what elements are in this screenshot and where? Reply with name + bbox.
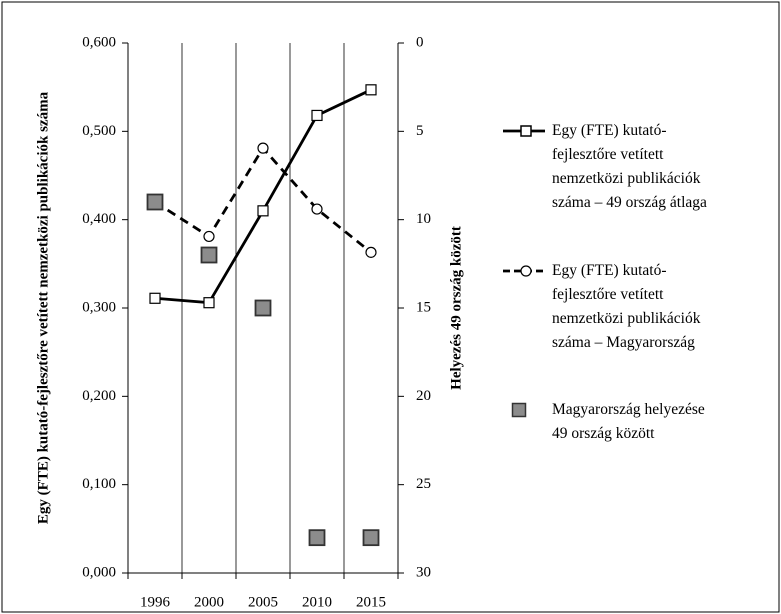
legend-marker: [520, 125, 532, 137]
x-tick-label: 1996: [140, 594, 171, 610]
x-tick-label: 2010: [302, 594, 332, 610]
marker: [146, 193, 164, 211]
marker: [203, 297, 215, 309]
marker: [365, 84, 377, 96]
marker: [149, 292, 161, 304]
y-tick-label: 0,300: [82, 299, 116, 315]
y-tick-label: 0,600: [82, 34, 116, 50]
marker: [254, 299, 272, 317]
marker: [257, 142, 269, 154]
y-tick-label: 0,500: [82, 123, 116, 139]
legend-text: Egy (FTE) kutató-fejlesztőre vetített ne…: [552, 262, 701, 351]
y2-tick-label: 20: [416, 388, 431, 404]
y-tick-label: 0,100: [82, 476, 116, 492]
x-tick-label: 2015: [356, 594, 386, 610]
marker: [311, 203, 323, 215]
marker: [365, 246, 377, 258]
y-tick-label: 0,200: [82, 388, 116, 404]
legend-text: Egy (FTE) kutató-fejlesztőre vetített ne…: [552, 122, 707, 211]
y2-tick-label: 0: [416, 34, 424, 50]
y2-tick-label: 25: [416, 476, 431, 492]
marker: [257, 205, 269, 217]
x-tick-label: 2000: [194, 594, 224, 610]
legend-marker: [511, 402, 527, 418]
y2-tick-label: 30: [416, 564, 431, 580]
marker: [200, 246, 218, 264]
marker: [311, 109, 323, 122]
y-tick-label: 0,400: [82, 211, 116, 227]
y-tick-label: 0,000: [82, 564, 116, 580]
marker: [203, 230, 215, 243]
legend-marker: [520, 265, 532, 277]
y2-tick-label: 15: [416, 299, 431, 315]
y-axis-label: Egy (FTE) kutató-fejlesztőre vetített ne…: [35, 91, 51, 524]
y2-tick-label: 5: [416, 123, 424, 139]
y2-axis-label: Helyezés 49 ország között: [448, 226, 464, 390]
marker: [308, 529, 326, 547]
y2-tick-label: 10: [416, 211, 431, 227]
x-tick-label: 2005: [248, 594, 278, 610]
legend-text: Magyarország helyezése 49 ország között: [552, 401, 705, 442]
marker: [362, 529, 380, 547]
